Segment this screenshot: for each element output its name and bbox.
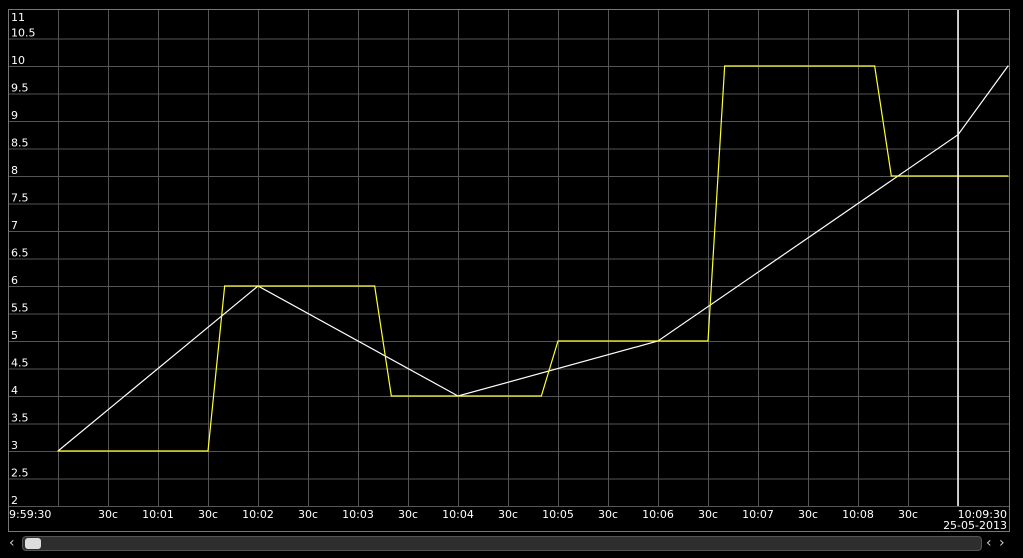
x-tick-label: 30c bbox=[298, 508, 318, 521]
data-point bbox=[207, 450, 209, 452]
y-tick-label: 7.5 bbox=[11, 192, 29, 205]
y-tick-label: 9.5 bbox=[11, 82, 29, 95]
data-point bbox=[1007, 65, 1009, 67]
y-tick-label: 5 bbox=[11, 329, 18, 342]
scroll-right-icon[interactable]: › bbox=[999, 535, 1005, 551]
y-tick-label: 6.5 bbox=[11, 247, 29, 260]
data-point bbox=[1007, 175, 1009, 177]
data-point bbox=[707, 340, 709, 342]
y-tick-label: 3.5 bbox=[11, 412, 29, 425]
horizontal-scrollbar[interactable] bbox=[22, 536, 982, 551]
scroll-left-icon[interactable]: ‹ bbox=[9, 535, 15, 551]
y-tick-label: 7 bbox=[11, 219, 18, 232]
data-point bbox=[224, 285, 226, 287]
data-point bbox=[540, 395, 542, 397]
x-tick-label: 10:03 bbox=[342, 508, 374, 521]
x-tick-label: 9:59:30 bbox=[9, 508, 51, 521]
x-tick-label: 10:07 bbox=[742, 508, 774, 521]
grid bbox=[9, 10, 1009, 507]
x-tick-label: 30c bbox=[98, 508, 118, 521]
x-tick-label: 30c bbox=[698, 508, 718, 521]
x-tick-label: 10:02 bbox=[242, 508, 274, 521]
x-tick-label: 30c bbox=[898, 508, 918, 521]
line-chart: 2 2.5 3 3.5 4 4.5 5 5.5 6 6.5 7 7.5 8 8.5 9 9.5 10 10.5 11… bbox=[8, 9, 1010, 532]
y-tick-label: 11 bbox=[11, 11, 25, 24]
data-point bbox=[890, 175, 892, 177]
x-tick-label: 30c bbox=[498, 508, 518, 521]
x-tick-label: 30c bbox=[798, 508, 818, 521]
y-tick-label: 5.5 bbox=[11, 302, 29, 315]
data-point bbox=[724, 65, 726, 67]
scrollbar-thumb[interactable] bbox=[25, 538, 41, 549]
x-tick-label: 30c bbox=[198, 508, 218, 521]
y-tick-label: 8.5 bbox=[11, 137, 29, 150]
x-tick-label: 10:01 bbox=[142, 508, 174, 521]
date-label: 25-05-2013 bbox=[943, 519, 1007, 532]
data-point bbox=[557, 340, 559, 342]
y-tick-label: 9 bbox=[11, 109, 18, 122]
data-point bbox=[874, 65, 876, 67]
y-tick-label: 2.5 bbox=[11, 467, 29, 480]
y-tick-label: 10.5 bbox=[11, 27, 36, 40]
x-tick-label: 10:05 bbox=[542, 508, 574, 521]
y-tick-label: 3 bbox=[11, 439, 18, 452]
y-tick-label: 2 bbox=[11, 494, 18, 507]
data-point bbox=[390, 395, 392, 397]
y-axis-ticks: 2 2.5 3 3.5 4 4.5 5 5.5 6 6.5 7 7.5 8 8.5 9 9.5 10 10.5 11 bbox=[11, 11, 36, 507]
x-tick-label: 10:08 bbox=[842, 508, 874, 521]
x-tick-label: 30c bbox=[398, 508, 418, 521]
y-tick-label: 10 bbox=[11, 54, 25, 67]
x-tick-label: 30c bbox=[598, 508, 618, 521]
y-tick-label: 4 bbox=[11, 384, 18, 397]
chart-frame bbox=[8, 9, 1010, 532]
data-point bbox=[57, 450, 59, 452]
scroll-left-end-icon[interactable]: ‹ bbox=[986, 535, 992, 551]
x-axis-ticks: 9:59:30 30c 10:01 30c 10:02 30c 10:03 30c 10:04 3… bbox=[9, 508, 1007, 521]
y-tick-label: 4.5 bbox=[11, 357, 29, 370]
data-point bbox=[374, 285, 376, 287]
x-tick-label: 10:09:30 bbox=[958, 508, 1007, 521]
y-tick-label: 8 bbox=[11, 164, 18, 177]
series-line bbox=[57, 65, 1009, 452]
series-line bbox=[58, 65, 1008, 452]
y-tick-label: 6 bbox=[11, 274, 18, 287]
x-tick-label: 10:06 bbox=[642, 508, 674, 521]
x-tick-label: 10:04 bbox=[442, 508, 474, 521]
